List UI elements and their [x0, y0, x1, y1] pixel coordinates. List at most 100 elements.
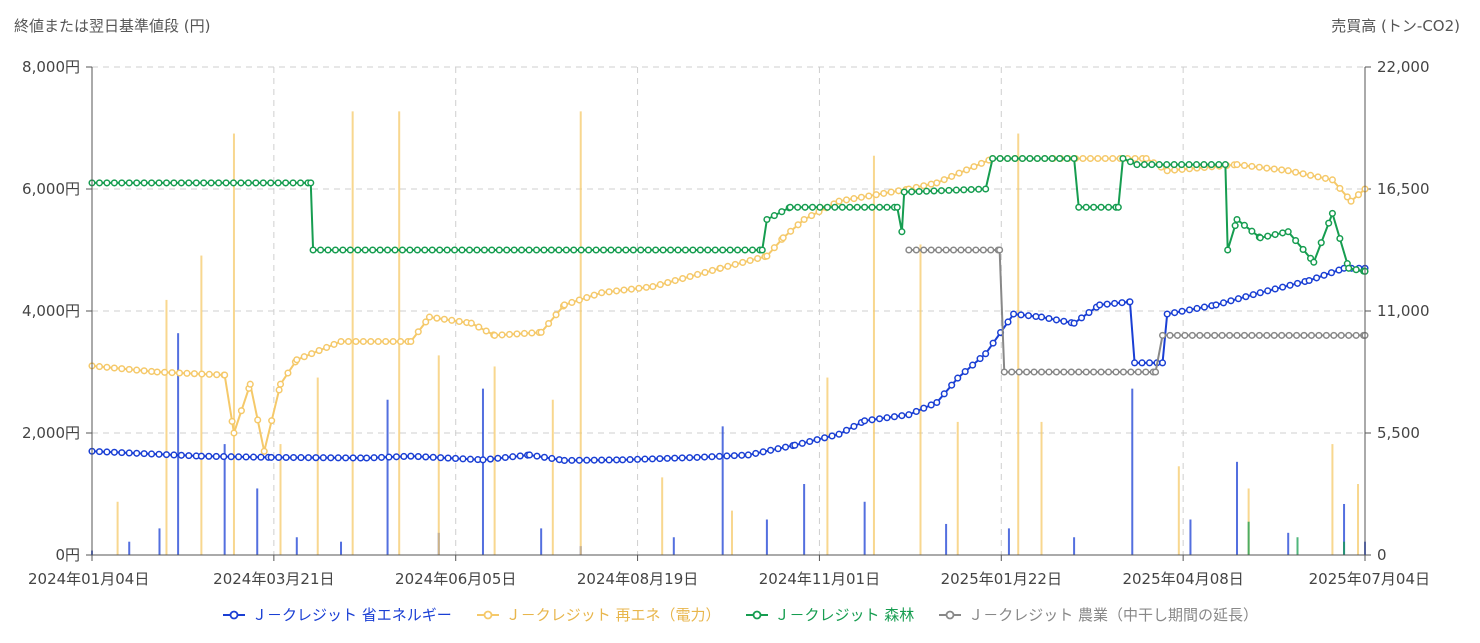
volume-bar — [316, 377, 319, 555]
price-point — [598, 456, 606, 464]
price-point — [1070, 154, 1078, 163]
price-point — [1188, 331, 1196, 339]
price-point — [407, 452, 415, 460]
price-point — [976, 355, 984, 363]
price-point — [1109, 154, 1117, 163]
price-point — [370, 454, 378, 462]
price-point — [1138, 359, 1146, 367]
price-point — [1133, 161, 1141, 169]
price-point — [429, 453, 437, 461]
price-point — [652, 246, 660, 254]
price-point — [748, 246, 757, 254]
price-point — [575, 456, 583, 464]
price-point — [1240, 161, 1248, 170]
legend-item-series-2[interactable]: Ｊ－クレジット 再エネ（電力） — [476, 604, 721, 625]
price-point — [275, 386, 283, 394]
price-point — [540, 453, 548, 461]
price-point — [1097, 203, 1105, 211]
price-point — [987, 246, 995, 254]
price-point — [520, 329, 528, 337]
price-point — [887, 188, 895, 196]
price-point — [1227, 297, 1235, 305]
price-point — [850, 195, 858, 203]
price-point — [865, 192, 873, 200]
volume-bar — [1296, 537, 1299, 555]
price-point — [339, 246, 347, 254]
price-point — [989, 339, 997, 347]
price-point — [1313, 274, 1321, 282]
price-point — [835, 430, 843, 438]
volume-bar — [1343, 541, 1346, 555]
price-point — [989, 154, 997, 163]
price-point — [385, 453, 393, 461]
price-point — [1119, 368, 1127, 376]
price-point — [1317, 239, 1325, 247]
price-point — [433, 314, 441, 322]
price-point — [853, 203, 861, 211]
price-point — [1008, 368, 1016, 376]
price-point — [940, 176, 948, 184]
price-point — [309, 246, 317, 254]
price-point — [711, 246, 719, 254]
volume-bar — [1177, 466, 1180, 555]
price-point — [875, 415, 884, 423]
price-point — [831, 203, 839, 211]
price-point — [1148, 161, 1156, 169]
price-point — [1004, 318, 1012, 326]
legend-label: Ｊ－クレジット 森林 — [774, 606, 915, 624]
price-point — [664, 279, 672, 287]
price-point — [696, 246, 704, 254]
legend-item-series-1[interactable]: Ｊ－クレジット 省エネルギー — [222, 604, 452, 625]
price-point — [475, 323, 483, 331]
price-point — [927, 180, 935, 188]
price-point — [801, 203, 809, 211]
price-point — [689, 246, 697, 254]
price-point — [1200, 303, 1208, 311]
price-point — [170, 451, 178, 459]
volume-bar — [128, 541, 131, 555]
price-point — [212, 452, 220, 460]
price-point — [960, 186, 968, 194]
price-point — [237, 179, 245, 187]
price-point — [977, 159, 986, 167]
price-point — [148, 450, 156, 458]
volume-bar — [1357, 484, 1360, 555]
price-point — [406, 246, 414, 254]
price-point — [133, 366, 141, 374]
price-point — [480, 246, 488, 254]
price-point — [276, 380, 285, 388]
price-point — [693, 453, 701, 461]
price-point — [334, 454, 342, 462]
price-point — [948, 381, 956, 389]
price-point — [781, 443, 790, 451]
price-point — [1017, 311, 1025, 319]
price-point — [254, 416, 262, 424]
volume-bar — [232, 133, 235, 555]
price-point — [1354, 191, 1363, 199]
price-point — [982, 185, 990, 193]
price-point — [1082, 203, 1090, 211]
price-point — [110, 179, 118, 187]
price-point — [708, 266, 716, 274]
price-point — [1155, 161, 1163, 169]
price-point — [770, 212, 778, 220]
price-point — [1104, 368, 1113, 376]
legend-item-series-4[interactable]: Ｊ－クレジット 農業（中干し期間の延長） — [938, 604, 1258, 625]
price-point — [458, 246, 466, 254]
price-point — [297, 454, 305, 462]
price-point — [528, 329, 536, 337]
x-tick-label: 2025年01月22日 — [941, 570, 1062, 588]
price-point — [513, 330, 521, 338]
price-point — [555, 246, 563, 254]
price-point — [838, 203, 846, 211]
price-point — [794, 221, 802, 229]
price-point — [629, 246, 637, 254]
legend-item-series-3[interactable]: Ｊ－クレジット 森林 — [745, 604, 915, 625]
price-point — [222, 179, 230, 187]
price-point — [413, 246, 421, 254]
price-point — [491, 331, 499, 339]
price-point — [421, 246, 429, 254]
price-point — [828, 432, 836, 440]
price-point — [861, 203, 869, 211]
price-point — [1126, 298, 1134, 306]
